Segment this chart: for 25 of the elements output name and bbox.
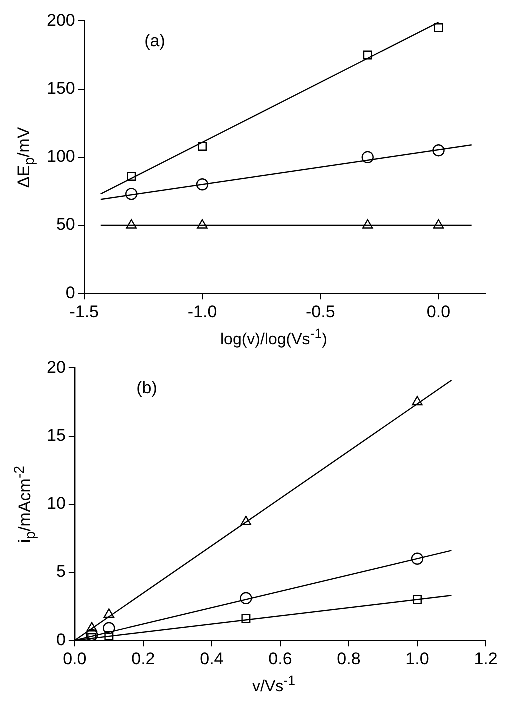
- x-tick-label: 0.0: [426, 302, 451, 322]
- y-tick-label: 100: [46, 147, 76, 166]
- x-tick-label: 0.6: [268, 649, 292, 668]
- x-tick-label: 1.0: [406, 649, 430, 668]
- y-tick-label: 5: [56, 562, 66, 582]
- x-tick-label: -1.0: [188, 302, 218, 322]
- x-tick-label: -1.5: [70, 302, 100, 322]
- y-tick-label: 50: [56, 215, 76, 234]
- y-tick-label: 0: [56, 630, 66, 650]
- x-tick-label: 0.0: [63, 649, 87, 668]
- y-tick-label: 20: [46, 358, 66, 377]
- x-tick-label: 0.8: [337, 649, 361, 668]
- x-tick-label: 0.4: [200, 649, 224, 668]
- y-tick-label: 150: [46, 78, 76, 98]
- x-axis-title: v/Vs$^{-1}$: [252, 673, 296, 696]
- x-axis-title: log(v)/log(Vs$^{-1}$): [220, 326, 328, 350]
- y-tick-label: 10: [46, 494, 66, 514]
- annotation: (a): [144, 31, 166, 50]
- y-tick-label: 15: [46, 426, 66, 445]
- annotation: (b): [136, 378, 158, 398]
- y-tick-label: 0: [66, 283, 76, 302]
- x-tick-label: -0.5: [306, 302, 336, 322]
- y-tick-label: 200: [46, 10, 76, 30]
- x-tick-label: 1.2: [474, 649, 498, 668]
- x-tick-label: 0.2: [132, 649, 156, 668]
